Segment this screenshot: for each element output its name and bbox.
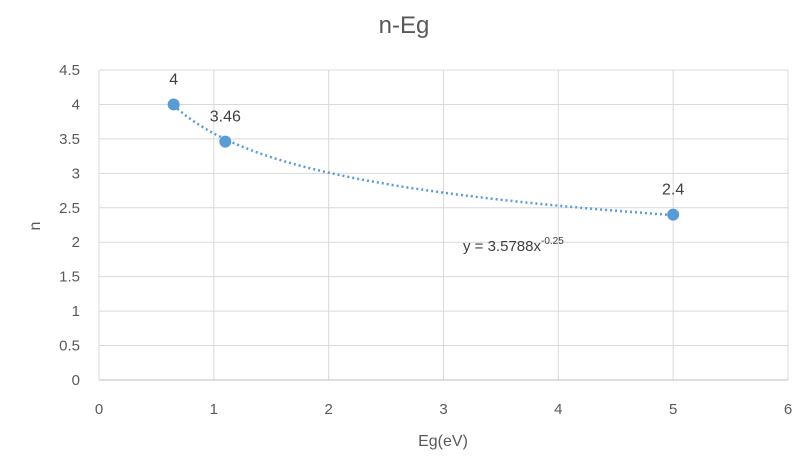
data-point bbox=[219, 135, 232, 148]
y-tick-label: 3.5 bbox=[59, 131, 80, 148]
grid bbox=[99, 69, 789, 380]
data-label: 4 bbox=[169, 71, 178, 88]
data-point bbox=[667, 208, 680, 221]
trendline-equation: y = 3.5788x-0.25 bbox=[463, 236, 564, 255]
y-axis-label: n bbox=[27, 222, 44, 231]
data-point bbox=[167, 98, 180, 111]
y-tick-label: 4.5 bbox=[59, 62, 80, 79]
y-tick-label: 0 bbox=[72, 372, 80, 389]
trendline-group bbox=[172, 104, 674, 217]
x-axis-label: Eg(eV) bbox=[418, 433, 468, 450]
trendline-equation-exponent: -0.25 bbox=[541, 236, 564, 247]
x-tick-label: 1 bbox=[210, 401, 218, 418]
y-tick-label: 1.5 bbox=[59, 269, 80, 286]
chart-title: n-Eg bbox=[379, 12, 430, 39]
y-tick-label: 0.5 bbox=[59, 338, 80, 355]
y-tick-label: 4 bbox=[72, 96, 80, 113]
tick-labels: 0 0.5 1 1.5 2 2.5 3 3.5 4 4.5 0 1 2 3 4 5 6 bbox=[59, 62, 792, 418]
y-tick-label: 2.5 bbox=[59, 200, 80, 217]
x-tick-label: 6 bbox=[784, 401, 792, 418]
trendline bbox=[172, 104, 674, 217]
data-label: 3.46 bbox=[210, 109, 241, 126]
data-label: 2.4 bbox=[662, 182, 684, 199]
x-tick-label: 5 bbox=[669, 401, 677, 418]
y-tick-label: 2 bbox=[72, 234, 80, 251]
axes bbox=[98, 70, 788, 381]
trendline-equation-main: y = 3.5788x bbox=[463, 238, 541, 255]
data-labels: 4 3.46 2.4 bbox=[169, 71, 684, 198]
y-tick-label: 3 bbox=[72, 165, 80, 182]
x-tick-label: 4 bbox=[554, 401, 562, 418]
x-tick-label: 0 bbox=[95, 401, 103, 418]
x-tick-label: 3 bbox=[439, 401, 447, 418]
x-tick-label: 2 bbox=[324, 401, 332, 418]
y-tick-label: 1 bbox=[72, 303, 80, 320]
data-points bbox=[167, 98, 680, 221]
